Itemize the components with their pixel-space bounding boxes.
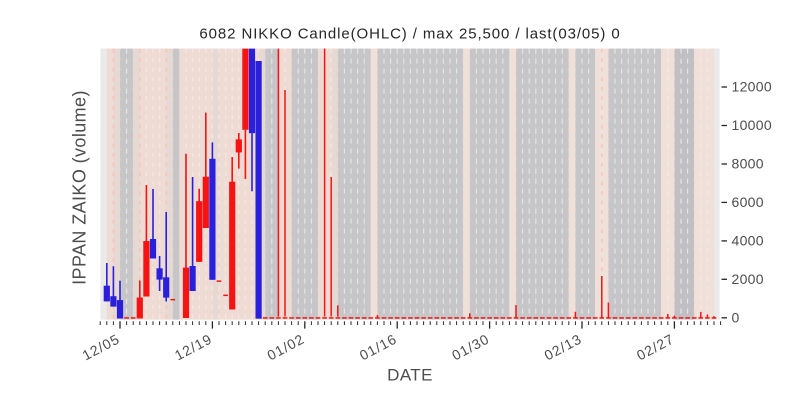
svg-text:0: 0	[732, 310, 740, 326]
svg-text:02/13: 02/13	[542, 331, 585, 364]
svg-text:4000: 4000	[732, 233, 764, 249]
svg-text:01/02: 01/02	[264, 331, 307, 364]
svg-text:01/16: 01/16	[357, 331, 400, 364]
svg-text:IPPAN ZAIKO (volume): IPPAN ZAIKO (volume)	[70, 90, 90, 285]
svg-text:8000: 8000	[732, 156, 764, 172]
svg-text:12/05: 12/05	[80, 331, 123, 364]
svg-text:02/27: 02/27	[634, 331, 677, 364]
svg-text:6082 NIKKO Candle(OHLC) / max: 6082 NIKKO Candle(OHLC) / max 25,500 / l…	[199, 26, 620, 43]
svg-text:12/19: 12/19	[172, 331, 215, 364]
svg-text:12000: 12000	[732, 79, 772, 95]
svg-text:6000: 6000	[732, 194, 764, 210]
svg-text:DATE: DATE	[387, 366, 433, 385]
svg-text:2000: 2000	[732, 271, 764, 287]
svg-text:10000: 10000	[732, 117, 772, 133]
svg-text:01/30: 01/30	[449, 331, 492, 364]
